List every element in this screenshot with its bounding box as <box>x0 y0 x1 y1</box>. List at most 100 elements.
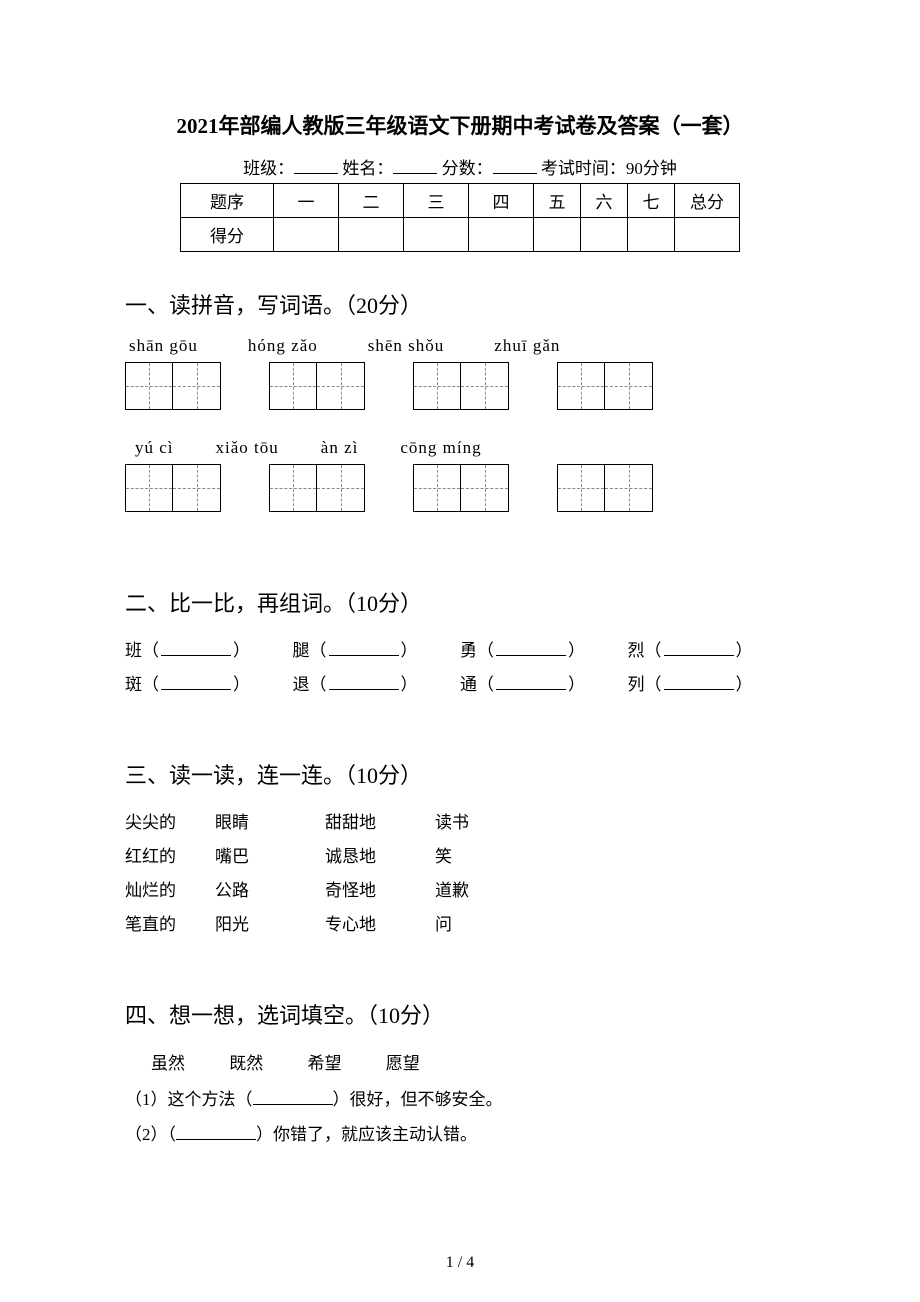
char-box[interactable] <box>557 464 605 512</box>
answer-blank[interactable] <box>496 672 566 690</box>
pinyin-row: yú cì xiǎo tōu àn zì cōng míng <box>135 438 795 458</box>
time-label: 考试时间：90分钟 <box>541 159 677 178</box>
item-prefix: （2）（ <box>125 1125 176 1144</box>
char-box[interactable] <box>413 464 461 512</box>
char-box-pair <box>413 464 509 512</box>
char-box[interactable] <box>173 464 221 512</box>
section-4-content: 虽然 既然 希望 愿望 （1）这个方法（）很好，但不够安全。 （2）（）你错了，… <box>125 1046 795 1153</box>
answer-blank[interactable] <box>253 1087 333 1105</box>
score-col-header: 三 <box>404 184 469 218</box>
score-cell[interactable] <box>675 218 740 252</box>
answer-blank[interactable] <box>329 638 399 656</box>
match-word: 阳光 <box>215 908 325 942</box>
char-box-pair <box>269 362 365 410</box>
section-3-grid: 尖尖的 眼睛 甜甜地 读书 红红的 嘴巴 诚恳地 笑 灿烂的 公路 奇怪地 道歉… <box>125 806 795 942</box>
score-table-score-row: 得分 <box>181 218 740 252</box>
section-2-cell: 腿（） <box>293 634 461 668</box>
score-cell[interactable] <box>404 218 469 252</box>
section-3-row: 笔直的 阳光 专心地 问 <box>125 908 795 942</box>
char-prompt: 烈 <box>628 634 645 668</box>
section-4-heading: 四、想一想，选词填空。（10分） <box>125 998 795 1030</box>
match-word: 笑 <box>435 840 452 874</box>
score-cell[interactable] <box>274 218 339 252</box>
char-box[interactable] <box>605 464 653 512</box>
char-prompt: 通 <box>460 668 477 702</box>
pinyin-word: cōng míng <box>400 438 481 458</box>
name-blank[interactable] <box>393 156 437 174</box>
char-prompt: 斑 <box>125 668 142 702</box>
pinyin-word: zhuī gǎn <box>494 336 560 356</box>
char-prompt: 列 <box>628 668 645 702</box>
section-2-cell: 通（） <box>460 668 628 702</box>
char-box[interactable] <box>413 362 461 410</box>
pinyin-row: shān gōu hóng zǎo shēn shǒu zhuī gǎn <box>129 336 795 356</box>
score-cell[interactable] <box>469 218 534 252</box>
pinyin-word: xiǎo tōu <box>216 438 279 458</box>
pinyin-word: hóng zǎo <box>248 336 318 356</box>
score-blank[interactable] <box>493 156 537 174</box>
match-word: 灿烂的 <box>125 874 215 908</box>
item-suffix: ）你错了，就应该主动认错。 <box>256 1125 477 1144</box>
answer-blank[interactable] <box>161 672 231 690</box>
class-blank[interactable] <box>294 156 338 174</box>
section-4-item: （1）这个方法（ ）很好，但不够安全。 <box>125 1082 795 1118</box>
section-2-heading: 二、比一比，再组词。（10分） <box>125 586 795 618</box>
section-2-row: 斑（） 退（） 通（） 列（） <box>125 668 795 702</box>
char-box-pair <box>125 464 221 512</box>
char-box[interactable] <box>125 464 173 512</box>
char-box[interactable] <box>317 362 365 410</box>
match-word: 眼睛 <box>215 806 325 840</box>
score-cell[interactable] <box>581 218 628 252</box>
answer-blank[interactable] <box>496 638 566 656</box>
score-table: 题序 一 二 三 四 五 六 七 总分 得分 <box>180 183 740 252</box>
score-row-label: 题序 <box>181 184 274 218</box>
class-label: 班级： <box>243 159 294 178</box>
char-prompt: 腿 <box>293 634 310 668</box>
name-label: 姓名： <box>342 159 393 178</box>
score-table-header-row: 题序 一 二 三 四 五 六 七 总分 <box>181 184 740 218</box>
char-box[interactable] <box>461 362 509 410</box>
section-1-heading: 一、读拼音，写词语。（20分） <box>125 288 795 320</box>
score-label: 分数： <box>442 159 493 178</box>
section-2-grid: 班（） 腿（） 勇（） 烈（） 斑（） 退（） 通（） 列（） <box>125 634 795 702</box>
char-box[interactable] <box>125 362 173 410</box>
match-word: 红红的 <box>125 840 215 874</box>
score-col-header: 四 <box>469 184 534 218</box>
answer-blank[interactable] <box>664 638 734 656</box>
section-3-row: 尖尖的 眼睛 甜甜地 读书 <box>125 806 795 840</box>
answer-blank[interactable] <box>161 638 231 656</box>
char-box[interactable] <box>269 362 317 410</box>
answer-blank[interactable] <box>329 672 399 690</box>
char-box[interactable] <box>173 362 221 410</box>
score-cell[interactable] <box>628 218 675 252</box>
pinyin-word: àn zì <box>321 438 359 458</box>
section-2-cell: 退（） <box>293 668 461 702</box>
item-suffix: ）很好，但不够安全。 <box>333 1090 503 1109</box>
char-boxes-row <box>125 362 795 410</box>
item-prefix: （1）这个方法（ <box>125 1090 253 1109</box>
score-cell[interactable] <box>339 218 404 252</box>
char-box[interactable] <box>317 464 365 512</box>
section-2-row: 班（） 腿（） 勇（） 烈（） <box>125 634 795 668</box>
score-col-header: 总分 <box>675 184 740 218</box>
char-box[interactable] <box>605 362 653 410</box>
score-row-label: 得分 <box>181 218 274 252</box>
match-word: 甜甜地 <box>325 806 435 840</box>
char-box-pair <box>557 362 653 410</box>
match-word: 读书 <box>435 806 469 840</box>
section-2-cell: 列（） <box>628 668 796 702</box>
char-box[interactable] <box>269 464 317 512</box>
score-col-header: 六 <box>581 184 628 218</box>
score-cell[interactable] <box>534 218 581 252</box>
section-2-cell: 烈（） <box>628 634 796 668</box>
char-prompt: 班 <box>125 634 142 668</box>
char-box[interactable] <box>461 464 509 512</box>
answer-blank[interactable] <box>176 1122 256 1140</box>
answer-blank[interactable] <box>664 672 734 690</box>
char-box-pair <box>557 464 653 512</box>
section-2-cell: 班（） <box>125 634 293 668</box>
char-box[interactable] <box>557 362 605 410</box>
score-col-header: 七 <box>628 184 675 218</box>
section-2-cell: 斑（） <box>125 668 293 702</box>
document-title: 2021年部编人教版三年级语文下册期中考试卷及答案（一套） <box>125 110 795 140</box>
